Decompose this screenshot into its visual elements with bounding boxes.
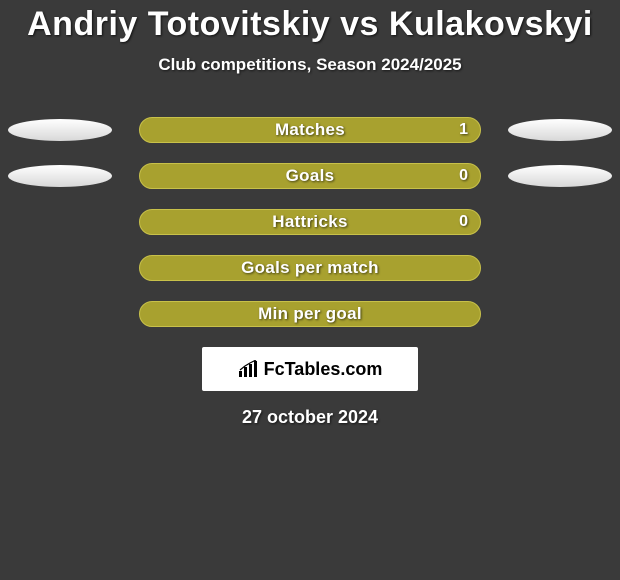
- date-text: 27 october 2024: [242, 407, 378, 428]
- stat-row: Min per goal: [0, 301, 620, 327]
- stat-bar: Goals per match: [139, 255, 481, 281]
- stat-row: Hattricks 0: [0, 209, 620, 235]
- player-left-marker: [8, 165, 112, 187]
- player-right-marker: [508, 119, 612, 141]
- stat-value-right: 0: [459, 167, 468, 185]
- logo-text: FcTables.com: [264, 359, 383, 380]
- stat-row: Goals 0: [0, 163, 620, 189]
- comparison-title: Andriy Totovitskiy vs Kulakovskyi: [27, 6, 593, 43]
- stat-label: Goals per match: [241, 258, 379, 278]
- comparison-card: Andriy Totovitskiy vs Kulakovskyi Club c…: [0, 0, 620, 580]
- stat-label: Min per goal: [258, 304, 362, 324]
- stat-label: Goals: [286, 166, 335, 186]
- stat-row: Matches 1: [0, 117, 620, 143]
- stat-label: Matches: [275, 120, 345, 140]
- stat-bar: Min per goal: [139, 301, 481, 327]
- stat-row: Goals per match: [0, 255, 620, 281]
- comparison-subtitle: Club competitions, Season 2024/2025: [158, 55, 461, 75]
- stat-label: Hattricks: [272, 212, 347, 232]
- stat-value-right: 0: [459, 213, 468, 231]
- stat-value-right: 1: [459, 121, 468, 139]
- stat-bar: Matches 1: [139, 117, 481, 143]
- player-left-marker: [8, 119, 112, 141]
- logo-badge[interactable]: FcTables.com: [202, 347, 418, 391]
- stat-rows: Matches 1 Goals 0 Hattricks 0 Goals per match M…: [0, 117, 620, 327]
- stat-bar: Hattricks 0: [139, 209, 481, 235]
- stat-bar: Goals 0: [139, 163, 481, 189]
- player-right-marker: [508, 165, 612, 187]
- chart-icon: [238, 360, 260, 378]
